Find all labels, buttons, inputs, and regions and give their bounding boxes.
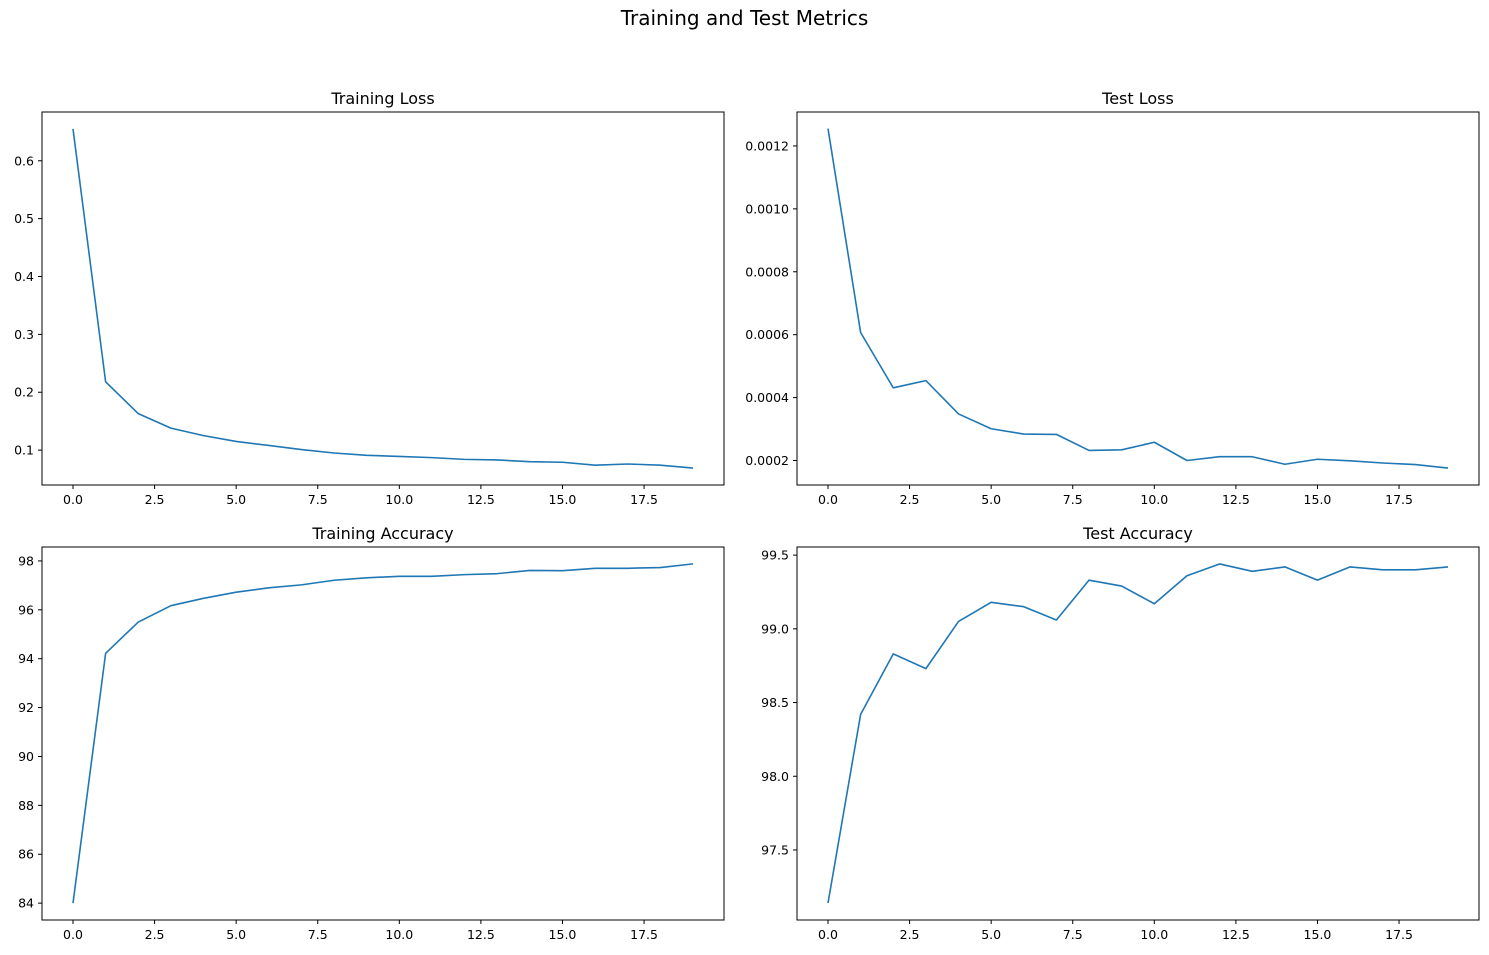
training-loss-axes-frame bbox=[41, 111, 725, 486]
training-accuracy-axes-frame bbox=[41, 546, 725, 921]
training-accuracy-x-tick-label: 0.0 bbox=[63, 927, 83, 942]
test-loss-y-tick-label: 0.0006 bbox=[745, 327, 789, 342]
test-loss-y-tick-label: 0.0008 bbox=[745, 264, 789, 279]
training-loss-y-tick-label: 0.6 bbox=[14, 153, 34, 168]
test-accuracy-axes-frame bbox=[796, 546, 1480, 921]
training-accuracy-x-tick-label: 17.5 bbox=[630, 927, 658, 942]
test-accuracy-x-tick-label: 7.5 bbox=[1063, 927, 1083, 942]
test-loss-y-tick-label: 0.0002 bbox=[745, 453, 789, 468]
training-loss-x-tick-label: 5.0 bbox=[226, 492, 246, 507]
training-loss-x-tick-label: 12.5 bbox=[467, 492, 495, 507]
training-loss-title: Training Loss bbox=[330, 89, 434, 108]
training-accuracy-x-tick-label: 12.5 bbox=[467, 927, 495, 942]
test-loss-x-tick-label: 15.0 bbox=[1304, 492, 1332, 507]
test-accuracy-y-tick-label: 99.5 bbox=[761, 548, 789, 563]
training-accuracy-y-tick-label: 90 bbox=[18, 749, 34, 764]
training-loss-series-line bbox=[72, 128, 694, 469]
test-accuracy-x-tick-label: 0.0 bbox=[818, 927, 838, 942]
test-loss-title: Test Loss bbox=[1101, 89, 1174, 108]
training-loss-x-tick-label: 17.5 bbox=[630, 492, 658, 507]
figure-title: Training and Test Metrics bbox=[620, 6, 869, 30]
test-accuracy-series-line bbox=[827, 563, 1449, 904]
test-loss-x-tick-label: 5.0 bbox=[981, 492, 1001, 507]
training-loss-panel: Training Loss 0.0 2.5 5.0 7.5 10.0 12.5 15.0 17.… bbox=[14, 89, 725, 507]
test-loss-y-tick-label: 0.0004 bbox=[745, 390, 789, 405]
test-loss-x-tick-label: 2.5 bbox=[900, 492, 920, 507]
test-accuracy-y-tick-label: 98.0 bbox=[761, 769, 789, 784]
test-loss-x-tick-label: 12.5 bbox=[1222, 492, 1250, 507]
training-accuracy-y-tick-label: 96 bbox=[18, 602, 34, 617]
training-accuracy-y-tick-label: 92 bbox=[18, 700, 34, 715]
test-accuracy-x-tick-label: 17.5 bbox=[1385, 927, 1413, 942]
test-accuracy-y-tick-label: 99.0 bbox=[761, 621, 789, 636]
training-accuracy-y-tick-label: 98 bbox=[18, 553, 34, 568]
test-accuracy-y-tick-label: 98.5 bbox=[761, 695, 789, 710]
training-accuracy-series-line bbox=[72, 563, 694, 904]
test-accuracy-panel: Test Accuracy 0.0 2.5 5.0 7.5 10.0 12.5 15.0 17.… bbox=[761, 524, 1480, 942]
training-accuracy-y-tick-label: 84 bbox=[18, 896, 34, 911]
test-loss-y-tick-label: 0.0010 bbox=[745, 201, 789, 216]
test-loss-axes-frame bbox=[796, 111, 1480, 486]
training-accuracy-x-tick-label: 2.5 bbox=[145, 927, 165, 942]
training-loss-y-tick-label: 0.5 bbox=[14, 211, 34, 226]
training-accuracy-x-tick-label: 15.0 bbox=[549, 927, 577, 942]
training-loss-y-tick-label: 0.3 bbox=[14, 327, 34, 342]
test-accuracy-x-tick-label: 2.5 bbox=[900, 927, 920, 942]
training-accuracy-x-tick-label: 10.0 bbox=[385, 927, 413, 942]
test-loss-series-line bbox=[827, 128, 1449, 469]
training-loss-x-tick-label: 0.0 bbox=[63, 492, 83, 507]
training-accuracy-y-tick-label: 88 bbox=[18, 798, 34, 813]
training-accuracy-y-tick-label: 94 bbox=[18, 651, 34, 666]
test-accuracy-x-tick-label: 5.0 bbox=[981, 927, 1001, 942]
training-accuracy-title: Training Accuracy bbox=[311, 524, 453, 543]
training-loss-y-tick-label: 0.1 bbox=[14, 443, 34, 458]
test-accuracy-x-tick-label: 10.0 bbox=[1140, 927, 1168, 942]
test-accuracy-y-tick-label: 97.5 bbox=[761, 842, 789, 857]
training-loss-x-tick-label: 10.0 bbox=[385, 492, 413, 507]
test-loss-panel: Test Loss 0.0 2.5 5.0 7.5 10.0 12.5 15.0 17.5 0.0… bbox=[745, 89, 1480, 507]
test-accuracy-x-tick-label: 12.5 bbox=[1222, 927, 1250, 942]
training-accuracy-x-tick-label: 7.5 bbox=[308, 927, 328, 942]
test-accuracy-title: Test Accuracy bbox=[1082, 524, 1193, 543]
training-loss-y-tick-label: 0.2 bbox=[14, 385, 34, 400]
test-loss-x-tick-label: 10.0 bbox=[1140, 492, 1168, 507]
test-loss-x-tick-label: 7.5 bbox=[1063, 492, 1083, 507]
training-accuracy-panel: Training Accuracy 0.0 2.5 5.0 7.5 10.0 12.5 15.… bbox=[18, 524, 725, 942]
training-loss-x-tick-label: 2.5 bbox=[145, 492, 165, 507]
test-loss-x-tick-label: 0.0 bbox=[818, 492, 838, 507]
test-loss-y-tick-label: 0.0012 bbox=[745, 138, 789, 153]
training-loss-x-tick-label: 15.0 bbox=[549, 492, 577, 507]
test-accuracy-x-tick-label: 15.0 bbox=[1304, 927, 1332, 942]
training-accuracy-y-tick-label: 86 bbox=[18, 847, 34, 862]
training-loss-x-tick-label: 7.5 bbox=[308, 492, 328, 507]
test-loss-x-tick-label: 17.5 bbox=[1385, 492, 1413, 507]
training-loss-y-tick-label: 0.4 bbox=[14, 269, 34, 284]
training-accuracy-x-tick-label: 5.0 bbox=[226, 927, 246, 942]
